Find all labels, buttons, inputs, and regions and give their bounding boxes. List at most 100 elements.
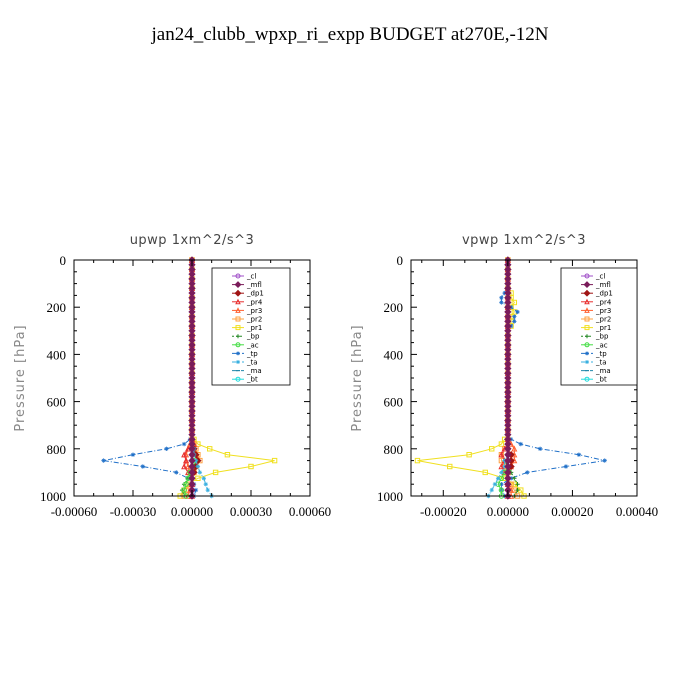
legend-marker-tp	[236, 351, 240, 356]
x-tick-label: 0.00040	[616, 504, 658, 519]
point-tp	[174, 470, 179, 475]
y-tick-label: 200	[47, 300, 67, 315]
panel-title: vpwp 1xm^2/s^3	[462, 233, 586, 248]
point-ta	[201, 476, 206, 481]
point-ac	[181, 487, 187, 493]
point-ac	[498, 487, 505, 493]
legend-label-pr2: _pr2	[246, 316, 262, 324]
series-group	[414, 256, 607, 500]
point-pr3	[511, 445, 518, 452]
y-tick-label: 0	[397, 253, 404, 268]
legend-marker-dp1	[234, 289, 242, 297]
point-pr1	[466, 452, 472, 458]
point-ta	[203, 482, 208, 487]
point-tp	[525, 470, 530, 475]
point-ta	[492, 482, 498, 487]
legend-label-ma: _ma	[246, 367, 262, 375]
y-tick-label: 400	[47, 347, 67, 362]
point-bp	[515, 487, 520, 493]
legend-marker-tp	[585, 351, 589, 356]
point-pr1	[207, 446, 213, 452]
legend-box	[211, 267, 291, 386]
legend-label-cl: _cl	[595, 273, 605, 281]
legend-marker-pr4	[235, 298, 241, 305]
point-pr1	[482, 469, 488, 476]
y-axis-label: Pressure [hPa]	[350, 324, 365, 431]
legend-marker-pr3	[584, 307, 590, 313]
y-tick-label: 400	[384, 347, 404, 362]
y-tick-label: 0	[60, 253, 67, 268]
legend-marker-ta	[236, 360, 240, 364]
x-tick-label: 0.00000	[171, 504, 213, 519]
panel-title: upwp 1xm^2/s^3	[130, 233, 255, 248]
point-bp	[515, 482, 520, 487]
legend-label-ma: _ma	[595, 367, 611, 375]
legend-marker-ta	[585, 360, 589, 364]
legend-marker-pr2	[235, 316, 241, 322]
legend-label-mfl: _mfl	[246, 281, 262, 289]
point-bp	[512, 476, 517, 481]
point-pr1	[212, 469, 219, 476]
y-axis-label: Pressure [hPa]	[13, 324, 28, 431]
x-tick-label: -0.00020	[420, 504, 467, 519]
point-pr1	[414, 457, 421, 464]
point-pr1	[195, 475, 201, 482]
legend-label-mfl: _mfl	[595, 281, 611, 289]
legend-label-tp: _tp	[595, 350, 607, 358]
x-tick-label: 0.00060	[289, 504, 331, 519]
point-ac	[183, 481, 189, 487]
point-pr4	[181, 463, 188, 470]
legend-label-bp: _bp	[595, 333, 609, 341]
legend-marker-dp1	[583, 289, 591, 297]
legend-label-ac: _ac	[246, 341, 259, 349]
legend-label-bt: _bt	[246, 376, 258, 384]
legend-label-ac: _ac	[595, 341, 608, 349]
legend-label-dp1: _dp1	[246, 290, 264, 298]
point-tp	[181, 441, 187, 447]
legend-label-tp: _tp	[246, 350, 258, 358]
legend-label-pr3: _pr3	[595, 307, 611, 315]
x-tick-label: 0.00000	[487, 504, 529, 519]
x-tick-label: 0.00030	[230, 504, 272, 519]
point-tp	[499, 295, 504, 300]
legend-marker-ac	[584, 342, 590, 348]
point-tp	[512, 319, 517, 324]
series-line-tp	[103, 260, 197, 497]
point-pr1	[271, 457, 278, 464]
point-tp	[602, 458, 607, 463]
point-tp	[537, 446, 543, 451]
legend-label-pr1: _pr1	[595, 324, 611, 332]
legend-marker-pr4	[584, 298, 590, 305]
point-ta	[205, 487, 210, 493]
legend-marker-bt	[584, 376, 590, 382]
legend-label-pr2: _pr2	[595, 316, 611, 324]
point-tp	[512, 314, 517, 319]
point-tp	[563, 464, 569, 469]
point-tp	[164, 446, 169, 451]
legend-marker-bp	[585, 334, 589, 339]
legend-label-pr4: _pr4	[246, 298, 263, 306]
legend-marker-pr3	[235, 307, 241, 313]
legend-label-pr4: _pr4	[595, 298, 612, 306]
legend-label-dp1: _dp1	[595, 290, 613, 298]
legend-marker-cl	[235, 273, 241, 279]
legend: _cl_mfl_dp1_pr4_pr3_pr2_pr1_bp_ac_tp_ta_…	[211, 267, 291, 386]
y-tick-label: 600	[47, 395, 67, 410]
point-tp	[515, 309, 520, 315]
point-pr4	[181, 451, 188, 458]
point-tp	[576, 452, 582, 457]
legend-marker-pr2	[584, 316, 590, 322]
point-tp	[101, 458, 106, 463]
legend-marker-bt	[235, 376, 241, 382]
point-tp	[499, 300, 504, 305]
x-tick-label: 0.00020	[551, 504, 593, 519]
panel-2: vpwp 1xm^2/s^3 Pressure [hPa] 0 200 400 600 80…	[350, 233, 658, 519]
point-tp	[140, 464, 146, 469]
point-pr1	[248, 463, 254, 470]
point-ta	[499, 470, 504, 475]
y-tick-label: 1000	[377, 489, 403, 504]
point-pr1	[447, 463, 453, 470]
y-tick-label: 1000	[40, 489, 66, 504]
legend-label-ta: _ta	[246, 359, 258, 367]
